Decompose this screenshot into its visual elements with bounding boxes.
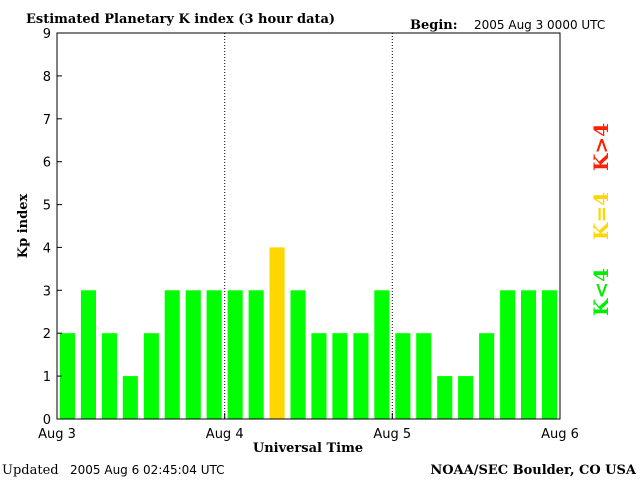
kp-bar [458, 376, 474, 419]
y-tick-label: 0 [43, 413, 51, 428]
y-tick-label: 1 [43, 370, 51, 385]
kp-bar [521, 290, 537, 419]
kp-bar [479, 333, 495, 419]
y-tick-label: 8 [43, 70, 51, 85]
day-separators [224, 33, 393, 419]
kp-bar [269, 247, 285, 419]
source-label: NOAA/SEC Boulder, CO USA [430, 463, 637, 478]
kp-bar [59, 333, 75, 419]
y-tick-label: 4 [43, 241, 51, 256]
y-axis-label: Kp index [16, 194, 31, 259]
chart-title: Estimated Planetary K index (3 hour data… [26, 12, 335, 27]
kp-bar [248, 290, 264, 419]
kp-bar [542, 290, 558, 419]
kp-bar [395, 333, 411, 419]
x-tick-label: Aug 5 [373, 427, 411, 442]
kp-bar [227, 290, 243, 419]
updated-value: 2005 Aug 6 02:45:04 UTC [70, 463, 225, 477]
legend-above: K>4 [589, 123, 613, 171]
kp-bar [80, 290, 96, 419]
y-tick-label: 3 [43, 284, 51, 299]
kp-bar [164, 290, 180, 419]
kp-bar [374, 290, 390, 419]
kp-bar [500, 290, 516, 419]
x-tick-label: Aug 3 [38, 427, 76, 442]
kp-bar [206, 290, 222, 419]
y-tick-label: 7 [43, 113, 51, 128]
legend-equal: K=4 [589, 192, 613, 240]
kp-bar [353, 333, 369, 419]
bars-group [59, 247, 558, 419]
kp-bar [437, 376, 453, 419]
kp-bar [311, 333, 327, 419]
plot-frame [56, 32, 561, 420]
x-axis-ticks: Aug 3 Aug 4 Aug 5 Aug 6 [38, 413, 579, 442]
x-axis-label: Universal Time [253, 441, 363, 456]
kp-bar [101, 333, 117, 419]
begin-label: Begin: [410, 18, 458, 33]
y-tick-label: 6 [43, 156, 51, 171]
x-tick-label: Aug 6 [541, 427, 579, 442]
y-tick-label: 9 [43, 27, 51, 42]
y-tick-label: 2 [43, 327, 51, 342]
updated-label: Updated [2, 463, 59, 478]
legend-below: K<4 [589, 268, 613, 316]
kp-bar [122, 376, 138, 419]
kp-bar [185, 290, 201, 419]
kp-bar [332, 333, 348, 419]
kp-bar [143, 333, 159, 419]
begin-value: 2005 Aug 3 0000 UTC [474, 18, 605, 32]
y-tick-label: 5 [43, 199, 51, 214]
y-axis-ticks: 0 1 2 3 4 5 6 7 8 9 [43, 27, 62, 428]
x-tick-label: Aug 4 [206, 427, 244, 442]
kp-bar [416, 333, 432, 419]
kp-bar [290, 290, 306, 419]
